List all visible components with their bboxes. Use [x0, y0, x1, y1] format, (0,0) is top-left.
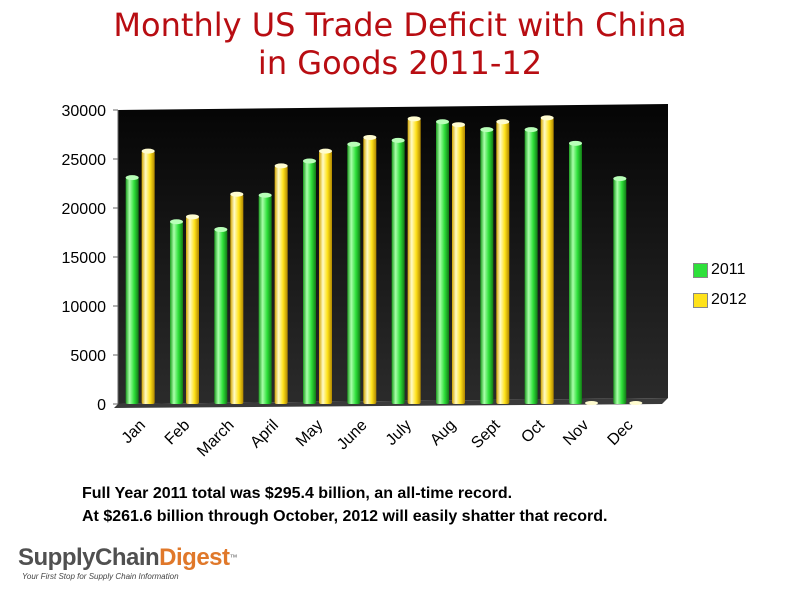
x-tick-label: Dec	[605, 417, 637, 449]
x-tick-label: June	[334, 417, 371, 454]
bar-2011-dec	[613, 176, 627, 404]
x-axis: Jan Feb March April May June July Aug Sept Oct Nov…	[119, 416, 637, 460]
logo-trademark: ™	[229, 553, 238, 562]
y-tick-label: 5000	[70, 348, 106, 365]
bars	[125, 115, 643, 405]
supplychaindigest-logo: SupplyChainDigest™ Your First Stop for S…	[18, 544, 238, 581]
bar-2012-oct	[540, 115, 554, 404]
footnotes: Full Year 2011 total was $295.4 billion,…	[82, 482, 607, 528]
legend-swatch-2012	[693, 292, 708, 308]
bar-2012-april	[274, 163, 288, 404]
y-tick-label: 10000	[62, 299, 107, 316]
legend-item-2012: 2012	[693, 285, 747, 315]
bar-2012-feb	[186, 214, 199, 404]
x-tick-label: May	[293, 417, 326, 450]
y-tick-label: 20000	[62, 201, 107, 218]
chart-title-line1: Monthly US Trade Deficit with China	[113, 6, 687, 44]
chart-title-line2: in Goods 2011-12	[257, 44, 543, 82]
bar-2011-feb	[170, 219, 183, 404]
x-tick-label: Aug	[427, 417, 459, 449]
chart-title: Monthly US Trade Deficit with China in G…	[0, 6, 800, 82]
legend-swatch-2011	[693, 262, 708, 278]
bar-2012-nov	[585, 401, 598, 405]
logo-name-part1: SupplyChain	[18, 544, 160, 571]
x-tick-label: April	[247, 417, 282, 452]
bar-2011-may	[303, 158, 316, 404]
x-tick-label: Sept	[468, 416, 504, 452]
legend-item-2011: 2011	[693, 255, 747, 285]
x-tick-label: Nov	[560, 417, 592, 449]
bar-2011-sept	[480, 127, 494, 404]
logo-name-part2: Digest	[159, 544, 230, 571]
legend: 2011 2012	[693, 255, 747, 315]
bar-2011-nov	[569, 140, 582, 404]
bar-2012-july	[407, 116, 421, 404]
bar-2011-aug	[436, 119, 449, 404]
y-tick-label: 0	[97, 397, 106, 414]
bar-2012-jan	[141, 148, 155, 404]
footnote-2: At $261.6 billion through October, 2012 …	[82, 508, 608, 525]
footnote-1: Full Year 2011 total was $295.4 billion,…	[82, 485, 513, 502]
legend-label-2011: 2011	[711, 261, 746, 278]
bar-2011-march	[214, 227, 228, 404]
bar-2012-sept	[496, 119, 510, 404]
bar-2012-june	[363, 134, 377, 404]
bar-2012-dec	[629, 401, 643, 405]
bar-2011-june	[347, 141, 361, 405]
y-tick-label: 25000	[62, 152, 107, 169]
y-tick-label: 15000	[62, 250, 107, 267]
x-tick-label: Jan	[119, 417, 149, 447]
bar-2012-aug	[452, 122, 465, 404]
x-tick-label: Feb	[162, 417, 194, 449]
bar-2011-april	[258, 192, 272, 404]
x-tick-label: March	[194, 417, 237, 460]
bar-2012-may	[319, 148, 332, 404]
logo-name: SupplyChainDigest™	[18, 544, 238, 572]
bar-2011-july	[391, 137, 405, 404]
bar-2011-oct	[524, 127, 538, 404]
y-tick-label: 30000	[62, 103, 107, 120]
x-tick-label: July	[383, 417, 415, 449]
x-tick-label: Oct	[518, 416, 548, 446]
legend-label-2012: 2012	[711, 291, 747, 308]
bar-2011-jan	[125, 175, 139, 404]
y-axis: 0 5000 10000 15000 20000 25000 30000	[62, 103, 119, 414]
logo-tagline: Your First Stop for Supply Chain Informa…	[22, 572, 179, 581]
bar-2012-march	[230, 191, 244, 404]
